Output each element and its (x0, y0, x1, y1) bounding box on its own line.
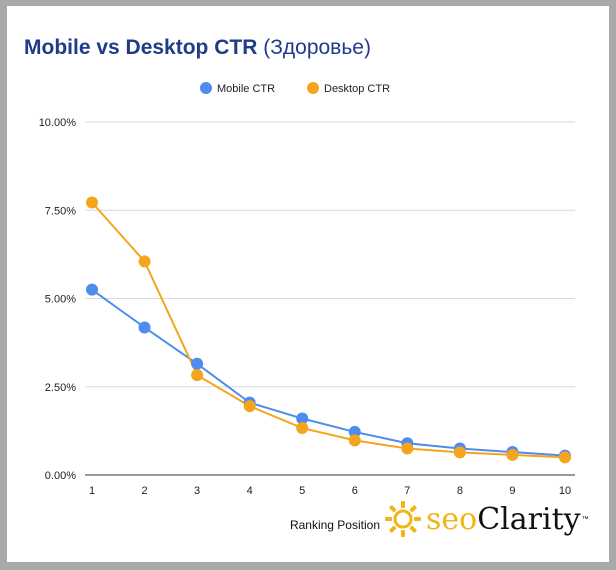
x-tick-label: 9 (509, 485, 515, 497)
data-point (453, 446, 466, 459)
legend-label: Mobile CTR (217, 83, 275, 95)
legend-marker (200, 82, 212, 94)
brand-trademark: ™ (581, 515, 589, 523)
sun-gear-icon (385, 501, 421, 537)
data-point (243, 400, 256, 413)
x-tick-label: 4 (247, 485, 253, 497)
data-point (191, 369, 204, 382)
data-point (191, 357, 204, 370)
x-axis-label: Ranking Position (290, 518, 380, 532)
chart-title-block: Mobile vs Desktop CTR (Здоровье) (24, 36, 371, 60)
brand-logo: seo Clarity ™ (384, 500, 589, 538)
chart-subtitle: (Здоровье) (263, 36, 371, 59)
data-point (86, 283, 98, 296)
y-tick-label: 2.50% (45, 382, 76, 394)
series-line (91, 288, 566, 457)
y-tick-label: 5.00% (45, 294, 76, 306)
data-point (348, 425, 361, 438)
y-tick-label: 7.50% (45, 205, 76, 217)
x-tick-label: 5 (299, 485, 305, 497)
x-tick-label: 10 (559, 485, 571, 497)
data-point (138, 321, 151, 334)
x-tick-label: 3 (194, 485, 200, 497)
data-point (401, 442, 414, 455)
brand-clarity-text: Clarity (477, 501, 581, 537)
x-tick-label: 7 (404, 485, 410, 497)
x-tick-label: 8 (457, 485, 463, 497)
data-point (348, 434, 361, 447)
legend-label: Desktop CTR (324, 83, 390, 95)
data-point (506, 448, 519, 461)
chart-title: Mobile vs Desktop CTR (24, 36, 258, 59)
data-point (296, 412, 309, 425)
legend-marker (307, 82, 319, 94)
brand-seo-text: seo (426, 501, 478, 537)
data-point (138, 255, 151, 268)
data-point (86, 196, 98, 209)
y-tick-label: 10.00% (39, 117, 77, 129)
series-line (91, 201, 566, 459)
data-point (559, 451, 571, 464)
x-tick-label: 2 (141, 485, 147, 497)
x-tick-label: 6 (352, 485, 358, 497)
chart-frame: Mobile vs Desktop CTR (Здоровье) (7, 6, 609, 562)
x-tick-label: 1 (89, 485, 95, 497)
y-tick-label: 0.00% (45, 470, 76, 482)
data-point (296, 422, 309, 435)
